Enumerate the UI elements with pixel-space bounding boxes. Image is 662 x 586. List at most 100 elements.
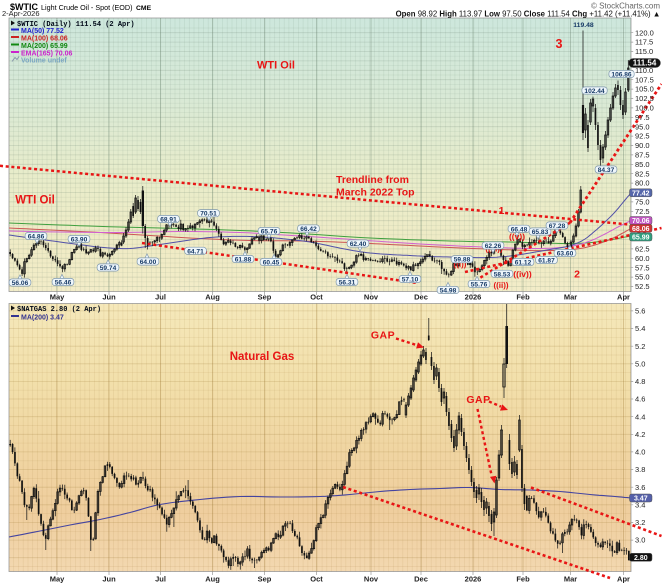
svg-text:Mar: Mar (564, 575, 577, 584)
svg-text:95.0: 95.0 (635, 122, 650, 131)
svg-text:62.5: 62.5 (635, 245, 650, 254)
svg-text:111.54: 111.54 (633, 59, 657, 68)
svg-text:80.0: 80.0 (635, 179, 650, 188)
svg-text:2.80: 2.80 (634, 555, 648, 562)
svg-text:$WTIC (Daily) 111.54 (2 Apr): $WTIC (Daily) 111.54 (2 Apr) (17, 21, 135, 29)
svg-text:Dec: Dec (414, 293, 428, 302)
svg-text:MA(200) 65.99: MA(200) 65.99 (21, 43, 68, 50)
svg-text:102.44: 102.44 (584, 88, 605, 95)
svg-text:3.8: 3.8 (635, 465, 645, 474)
svg-text:61.12: 61.12 (515, 260, 532, 267)
svg-text:62.26: 62.26 (485, 243, 502, 250)
svg-text:MA(50) 77.52: MA(50) 77.52 (21, 28, 64, 35)
svg-text:3.2: 3.2 (635, 518, 645, 527)
svg-text:57.10: 57.10 (402, 277, 419, 284)
svg-text:Open 98.92 High 113.97 Low 97.: Open 98.92 High 113.97 Low 97.50 Close 1… (396, 10, 661, 19)
svg-text:75.0: 75.0 (635, 198, 650, 207)
svg-text:((i)): ((i)) (454, 260, 467, 269)
svg-text:107.5: 107.5 (635, 75, 654, 84)
svg-text:Jul: Jul (155, 575, 166, 584)
svg-text:Sep: Sep (258, 575, 272, 584)
svg-text:64.71: 64.71 (187, 248, 204, 255)
svg-text:60.45: 60.45 (263, 260, 280, 267)
svg-text:119.48: 119.48 (573, 22, 594, 29)
svg-text:Jun: Jun (102, 575, 116, 584)
svg-text:87.5: 87.5 (635, 151, 650, 160)
svg-text:102.5: 102.5 (635, 94, 654, 103)
svg-text:Light Crude Oil - Spot (EOD): Light Crude Oil - Spot (EOD) (41, 3, 132, 12)
svg-text:4.6: 4.6 (635, 395, 645, 404)
svg-text:2: 2 (574, 269, 580, 281)
svg-text:61.87: 61.87 (538, 258, 555, 265)
svg-text:Volume undef: Volume undef (21, 58, 67, 65)
svg-text:MA(100) 68.06: MA(100) 68.06 (21, 36, 68, 43)
svg-text:GAP: GAP (466, 394, 490, 406)
svg-text:4.8: 4.8 (635, 377, 645, 386)
svg-text:3.0: 3.0 (635, 536, 645, 545)
svg-text:1: 1 (499, 205, 505, 217)
svg-text:3: 3 (556, 37, 563, 51)
svg-text:Apr: Apr (617, 575, 630, 584)
svg-text:Apr: Apr (617, 293, 630, 302)
svg-text:Aug: Aug (205, 575, 220, 584)
svg-text:84.37: 84.37 (598, 167, 615, 174)
svg-text:70.06: 70.06 (632, 218, 650, 225)
svg-text:64.00: 64.00 (140, 259, 157, 266)
svg-text:((iv)): ((iv)) (513, 269, 532, 279)
svg-text:CME: CME (136, 5, 152, 12)
svg-text:92.5: 92.5 (635, 132, 650, 141)
svg-text:77.42: 77.42 (632, 190, 650, 197)
svg-text:106.86: 106.86 (611, 72, 632, 79)
svg-text:MA(200) 3.47: MA(200) 3.47 (21, 315, 64, 322)
svg-text:55.0: 55.0 (635, 273, 650, 282)
svg-text:66.42: 66.42 (300, 226, 317, 233)
svg-text:54.98: 54.98 (440, 288, 457, 295)
svg-text:120.0: 120.0 (635, 28, 654, 37)
svg-text:66.48: 66.48 (511, 226, 528, 233)
svg-text:68.91: 68.91 (160, 217, 177, 224)
svg-text:64.86: 64.86 (28, 234, 45, 241)
svg-text:© StockCharts.com: © StockCharts.com (591, 2, 660, 11)
svg-text:3.47: 3.47 (634, 496, 648, 503)
svg-text:Nov: Nov (364, 293, 379, 302)
svg-text:4.4: 4.4 (635, 412, 645, 421)
svg-text:57.5: 57.5 (635, 263, 650, 272)
svg-text:61.88: 61.88 (235, 257, 252, 264)
svg-text:Jun: Jun (102, 293, 116, 302)
svg-text:GAP: GAP (371, 330, 395, 342)
svg-text:60.0: 60.0 (635, 254, 650, 263)
svg-text:52.5: 52.5 (635, 282, 650, 291)
svg-text:Sep: Sep (258, 293, 272, 302)
svg-text:3.6: 3.6 (635, 483, 645, 492)
svg-text:Natural Gas: Natural Gas (230, 351, 295, 363)
svg-text:WTI Oil: WTI Oil (15, 195, 55, 207)
svg-text:56.31: 56.31 (339, 280, 356, 287)
svg-text:63.90: 63.90 (71, 237, 88, 244)
svg-text:58.53: 58.53 (494, 271, 511, 278)
svg-text:Oct: Oct (310, 293, 323, 302)
svg-text:3.4: 3.4 (635, 500, 645, 509)
svg-text:Aug: Aug (205, 293, 220, 302)
svg-text:105.0: 105.0 (635, 85, 654, 94)
svg-text:$NATGAS 2.80 (2 Apr): $NATGAS 2.80 (2 Apr) (17, 306, 101, 314)
svg-text:Feb: Feb (516, 293, 530, 302)
svg-text:62.40: 62.40 (350, 241, 367, 248)
svg-text:85.0: 85.0 (635, 160, 650, 169)
svg-text:117.5: 117.5 (635, 38, 653, 47)
svg-text:65.83: 65.83 (532, 229, 549, 236)
svg-text:May: May (50, 293, 65, 302)
svg-text:((ii)): ((ii)) (493, 281, 508, 290)
svg-text:Jul: Jul (155, 293, 166, 302)
svg-text:2-Apr-2026: 2-Apr-2026 (2, 9, 40, 18)
svg-text:90.0: 90.0 (635, 141, 650, 150)
svg-text:97.5: 97.5 (635, 113, 650, 122)
svg-text:Feb: Feb (516, 575, 530, 584)
svg-text:May: May (50, 575, 65, 584)
svg-text:$WTIC: $WTIC (10, 2, 38, 12)
svg-text:2026: 2026 (465, 575, 482, 584)
svg-text:Dec: Dec (414, 575, 428, 584)
svg-text:59.88: 59.88 (454, 257, 471, 264)
svg-text:68.06: 68.06 (632, 226, 650, 233)
svg-text:4.0: 4.0 (635, 448, 645, 457)
svg-text:115.0: 115.0 (635, 47, 653, 56)
